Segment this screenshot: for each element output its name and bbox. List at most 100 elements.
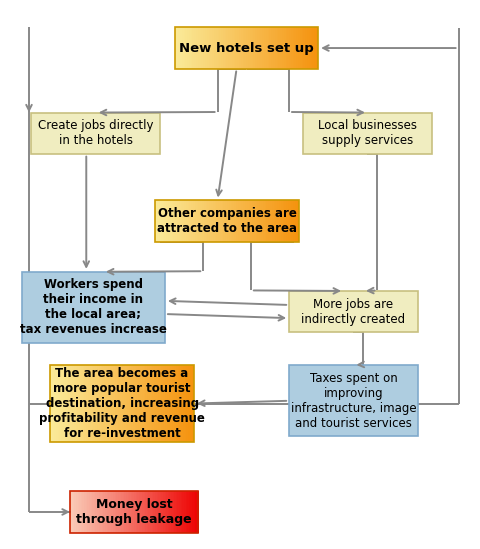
Bar: [134, 491, 136, 533]
Bar: [79, 365, 82, 442]
Bar: [84, 491, 86, 533]
Bar: [218, 200, 220, 242]
Bar: [259, 27, 261, 69]
Bar: [205, 200, 208, 242]
Bar: [300, 27, 302, 69]
Bar: [178, 27, 180, 69]
Bar: [276, 27, 279, 69]
Bar: [230, 27, 232, 69]
Bar: [102, 365, 105, 442]
Bar: [100, 491, 102, 533]
Bar: [268, 200, 271, 242]
Bar: [232, 200, 235, 242]
Text: Create jobs directly
in the hotels: Create jobs directly in the hotels: [38, 119, 154, 147]
Bar: [109, 365, 112, 442]
Bar: [52, 365, 55, 442]
Bar: [171, 200, 174, 242]
Bar: [252, 200, 254, 242]
Bar: [293, 27, 295, 69]
Bar: [60, 365, 62, 442]
Bar: [261, 200, 264, 242]
Bar: [213, 200, 215, 242]
Bar: [152, 491, 154, 533]
Bar: [241, 200, 244, 242]
Bar: [202, 27, 204, 69]
Bar: [303, 27, 306, 69]
Bar: [94, 365, 96, 442]
Bar: [134, 365, 137, 442]
Bar: [219, 27, 222, 69]
Bar: [113, 365, 115, 442]
Bar: [56, 365, 58, 442]
Bar: [180, 27, 182, 69]
Bar: [212, 27, 215, 69]
Bar: [186, 200, 188, 242]
Text: New hotels set up: New hotels set up: [179, 42, 313, 54]
Bar: [113, 491, 115, 533]
Bar: [101, 365, 103, 442]
Bar: [136, 491, 138, 533]
Bar: [175, 27, 177, 69]
Bar: [227, 27, 229, 69]
Bar: [257, 200, 260, 242]
Bar: [253, 27, 255, 69]
Bar: [94, 491, 96, 533]
Bar: [305, 27, 308, 69]
Bar: [120, 365, 122, 442]
Bar: [283, 200, 285, 242]
Bar: [141, 491, 143, 533]
Bar: [115, 491, 117, 533]
Bar: [161, 200, 163, 242]
Bar: [182, 27, 184, 69]
Bar: [301, 27, 304, 69]
Bar: [163, 365, 166, 442]
Bar: [165, 365, 168, 442]
Bar: [97, 491, 99, 533]
Bar: [220, 200, 222, 242]
Bar: [107, 491, 108, 533]
Bar: [261, 27, 263, 69]
Bar: [85, 491, 88, 533]
Bar: [176, 27, 179, 69]
Bar: [70, 365, 72, 442]
Bar: [157, 200, 159, 242]
Bar: [127, 365, 130, 442]
Bar: [102, 491, 104, 533]
Bar: [169, 491, 171, 533]
Bar: [264, 200, 267, 242]
Bar: [192, 365, 194, 442]
Bar: [207, 27, 209, 69]
Bar: [211, 200, 213, 242]
Bar: [290, 200, 292, 242]
Bar: [79, 491, 81, 533]
Bar: [168, 491, 170, 533]
Bar: [144, 365, 146, 442]
Bar: [156, 200, 299, 242]
Bar: [163, 491, 165, 533]
Bar: [151, 365, 153, 442]
Bar: [172, 365, 174, 442]
Bar: [200, 27, 202, 69]
Bar: [284, 200, 287, 242]
Bar: [198, 27, 200, 69]
Bar: [188, 365, 191, 442]
Bar: [117, 365, 119, 442]
Bar: [123, 491, 125, 533]
Bar: [129, 365, 132, 442]
Bar: [145, 365, 148, 442]
Bar: [289, 27, 291, 69]
Bar: [205, 27, 207, 69]
Bar: [286, 27, 288, 69]
Bar: [142, 491, 144, 533]
FancyBboxPatch shape: [22, 272, 165, 343]
Bar: [153, 365, 155, 442]
Text: Other companies are
attracted to the area: Other companies are attracted to the are…: [157, 207, 297, 235]
Bar: [243, 200, 245, 242]
Text: Taxes spent on
improving
infrastructure, image
and tourist services: Taxes spent on improving infrastructure,…: [291, 372, 416, 430]
Bar: [111, 365, 114, 442]
Bar: [191, 27, 193, 69]
Bar: [106, 365, 108, 442]
Bar: [238, 200, 240, 242]
Bar: [235, 27, 238, 69]
Text: Local businesses
supply services: Local businesses supply services: [318, 119, 417, 147]
